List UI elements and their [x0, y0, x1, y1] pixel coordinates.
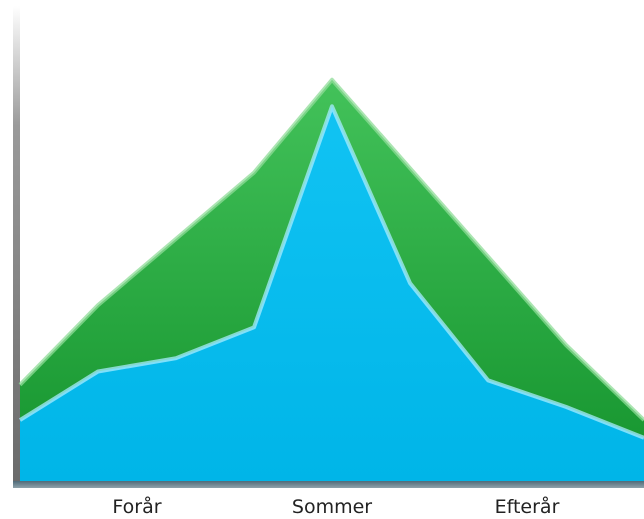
baseline-shadow	[13, 481, 644, 488]
series-2-area	[20, 106, 644, 483]
series-2-edge	[18, 104, 644, 440]
y-axis-line	[13, 6, 20, 484]
x-tick-labels: Forår Sommer Efterår	[112, 495, 559, 518]
x-tick-label-1: Sommer	[292, 496, 372, 518]
x-tick-label-0: Forår	[112, 495, 161, 518]
x-tick-label-2: Efterår	[495, 495, 560, 518]
series-1-edge	[18, 77, 644, 422]
series-layer	[18, 77, 644, 483]
